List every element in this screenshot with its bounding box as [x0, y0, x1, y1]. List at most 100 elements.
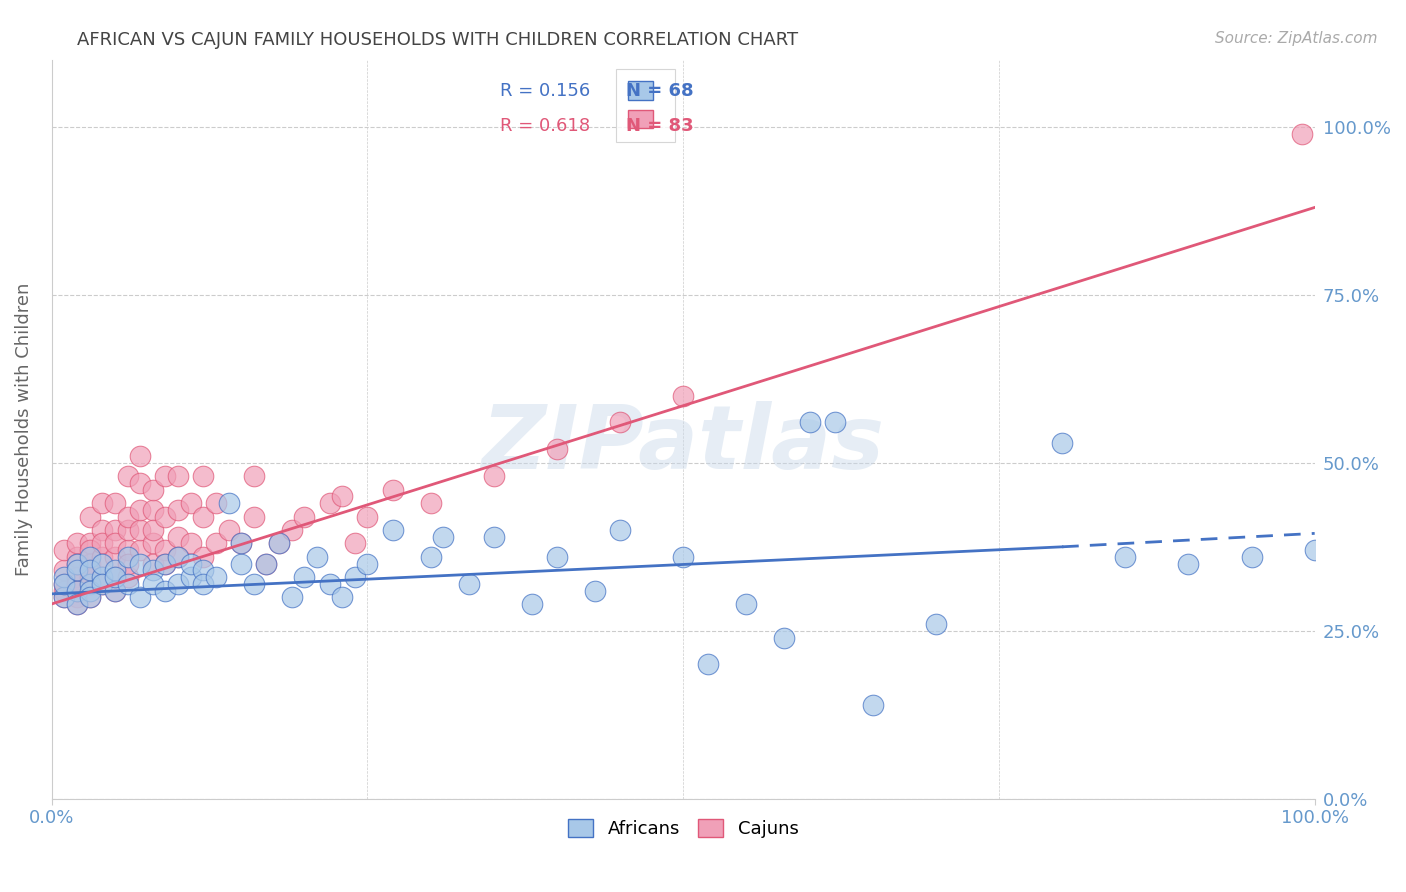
Point [419, 496, 441, 510]
Point [256, 557, 278, 571]
Point [129, 523, 152, 537]
Point [129, 543, 152, 558]
Point [66, 570, 89, 584]
Point [609, 416, 631, 430]
Point [79, 536, 101, 550]
Point [117, 543, 139, 558]
Point [381, 483, 404, 497]
Point [205, 496, 228, 510]
Point [356, 557, 378, 571]
Point [231, 557, 253, 571]
Point [117, 557, 139, 571]
Point [129, 475, 152, 490]
Point [66, 583, 89, 598]
Point [167, 469, 190, 483]
Point [66, 549, 89, 564]
Point [129, 591, 152, 605]
Point [205, 536, 228, 550]
Text: Source: ZipAtlas.com: Source: ZipAtlas.com [1215, 31, 1378, 46]
Point [735, 597, 758, 611]
Point [1177, 557, 1199, 571]
Point [117, 523, 139, 537]
Point [104, 496, 127, 510]
Point [142, 483, 165, 497]
Point [167, 503, 190, 517]
Point [91, 523, 114, 537]
Point [155, 557, 177, 571]
Point [180, 496, 202, 510]
Point [79, 570, 101, 584]
Point [419, 549, 441, 564]
Point [193, 509, 215, 524]
Point [66, 583, 89, 598]
Point [583, 583, 606, 598]
Text: R = 0.618: R = 0.618 [501, 117, 591, 135]
Point [180, 557, 202, 571]
Point [773, 631, 796, 645]
Point [1240, 549, 1263, 564]
Point [91, 557, 114, 571]
Point [167, 549, 190, 564]
Point [66, 576, 89, 591]
Point [243, 576, 266, 591]
Point [129, 449, 152, 463]
Text: N = 68: N = 68 [627, 82, 695, 100]
Point [79, 549, 101, 564]
Point [79, 591, 101, 605]
Point [79, 576, 101, 591]
Point [91, 570, 114, 584]
Point [91, 549, 114, 564]
Point [280, 523, 302, 537]
Point [91, 576, 114, 591]
Point [167, 576, 190, 591]
Point [180, 570, 202, 584]
Point [79, 557, 101, 571]
Point [66, 557, 89, 571]
Point [292, 509, 315, 524]
Point [129, 557, 152, 571]
Point [925, 617, 948, 632]
Y-axis label: Family Households with Children: Family Households with Children [15, 283, 32, 576]
Point [457, 576, 479, 591]
Point [66, 563, 89, 577]
Point [305, 549, 328, 564]
Point [104, 523, 127, 537]
Point [193, 549, 215, 564]
Point [117, 570, 139, 584]
Point [104, 570, 127, 584]
Point [318, 576, 340, 591]
Point [343, 570, 366, 584]
Point [218, 496, 240, 510]
Point [117, 509, 139, 524]
Point [381, 523, 404, 537]
Point [53, 576, 76, 591]
Point [53, 563, 76, 577]
Point [180, 536, 202, 550]
Point [91, 536, 114, 550]
Point [482, 469, 505, 483]
Point [142, 563, 165, 577]
Point [609, 523, 631, 537]
Point [104, 536, 127, 550]
Point [104, 583, 127, 598]
Point [155, 543, 177, 558]
Point [79, 563, 101, 577]
Point [129, 503, 152, 517]
Point [142, 536, 165, 550]
Point [104, 570, 127, 584]
Point [193, 576, 215, 591]
Point [546, 442, 568, 457]
Point [142, 503, 165, 517]
Point [53, 543, 76, 558]
Point [292, 570, 315, 584]
Point [205, 570, 228, 584]
Point [280, 591, 302, 605]
Point [243, 469, 266, 483]
Point [155, 583, 177, 598]
Point [117, 549, 139, 564]
Point [824, 416, 846, 430]
Point [520, 597, 543, 611]
Text: R = 0.156: R = 0.156 [501, 82, 591, 100]
Point [546, 549, 568, 564]
Point [66, 557, 89, 571]
